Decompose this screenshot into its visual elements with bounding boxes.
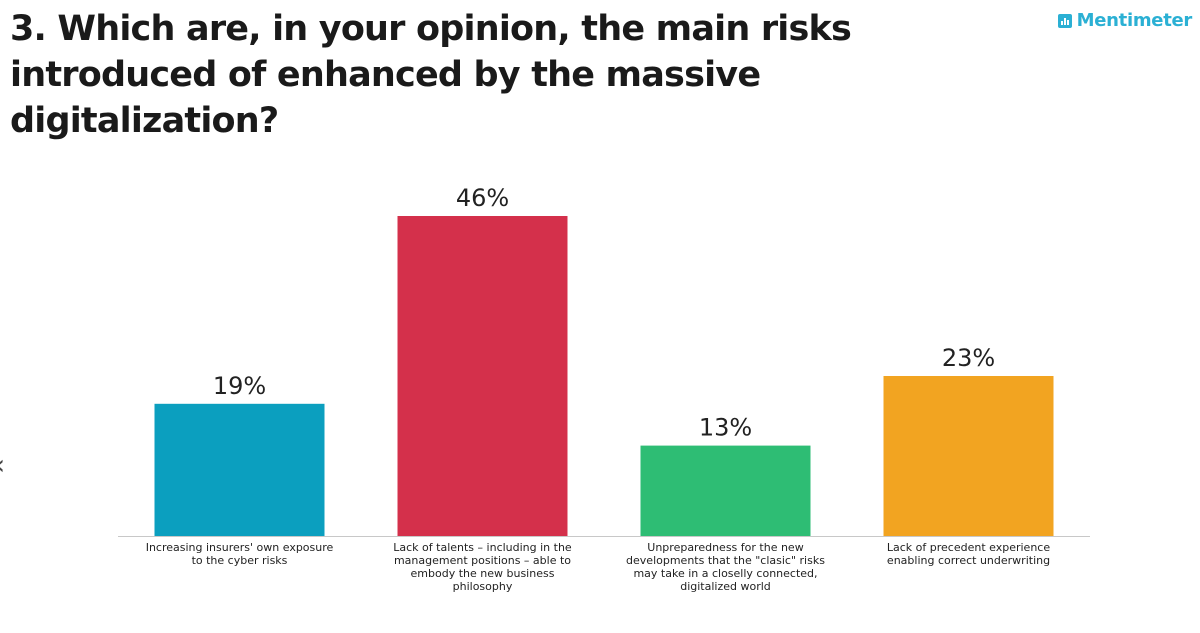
page-title: 3. Which are, in your opinion, the main … <box>10 9 852 141</box>
bar-value-label: 46% <box>456 184 509 212</box>
brand-name: Mentimeter <box>1076 10 1193 31</box>
bar-value-label: 13% <box>699 414 752 442</box>
category-label: Lack of talents – including in the manag… <box>393 541 572 593</box>
bar-chart-icon <box>1057 13 1072 28</box>
bar-value-label: 23% <box>942 344 995 372</box>
bar-4 <box>883 376 1054 536</box>
brand-logo: Mentimeter <box>1057 10 1193 31</box>
category-label: Unpreparedness for the new developments … <box>626 541 825 593</box>
bar-1 <box>154 403 325 536</box>
bar-value-label: 19% <box>213 372 266 400</box>
bar-3 <box>640 445 811 536</box>
category-label: Increasing insurers' own exposure to the… <box>145 541 334 567</box>
bar-2 <box>397 216 568 536</box>
chevron-left-icon[interactable]: ‹ <box>0 448 5 481</box>
category-label: Lack of precedent experience enabling co… <box>886 541 1051 567</box>
